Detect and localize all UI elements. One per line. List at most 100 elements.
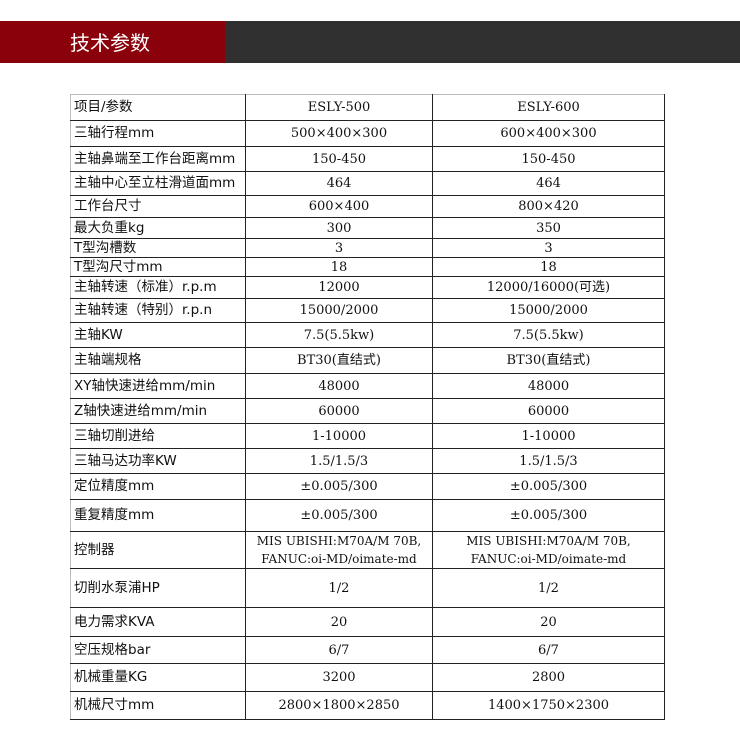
esly-500-cell: 15000/2000 bbox=[245, 298, 433, 323]
param-name-cell: 主轴转速（标准）r.p.m bbox=[70, 276, 246, 299]
param-name-cell: 切削水泵浦HP bbox=[70, 568, 246, 608]
table-row: 最大负重kg 300 350 bbox=[70, 217, 665, 239]
table-row: 定位精度mm ±0.005/300 ±0.005/300 bbox=[70, 473, 665, 500]
esly-500-cell: 500×400×300 bbox=[245, 120, 433, 147]
table-row: 电力需求KVA 20 20 bbox=[70, 607, 665, 637]
table-row: XY轴快速进给mm/min 48000 48000 bbox=[70, 373, 665, 399]
table-row: Z轴快速进给mm/min 60000 60000 bbox=[70, 398, 665, 424]
esly-500-cell: 60000 bbox=[245, 398, 433, 424]
esly-500-cell: 464 bbox=[245, 171, 433, 196]
esly-600-cell: 350 bbox=[432, 217, 665, 239]
header-title-block: 技术参数 bbox=[0, 21, 225, 63]
esly-600-cell: 1-10000 bbox=[432, 423, 665, 449]
esly-600-cell: ±0.005/300 bbox=[432, 499, 665, 532]
esly-500-cell: ±0.005/300 bbox=[245, 499, 433, 532]
param-name-cell: 三轴切削进给 bbox=[70, 423, 246, 449]
param-name-cell: T型沟槽数 bbox=[70, 238, 246, 258]
esly-500-cell: 1/2 bbox=[245, 568, 433, 608]
table-row: 主轴鼻端至工作台距离mm 150-450 150-450 bbox=[70, 146, 665, 172]
esly-600-cell: 600×400×300 bbox=[432, 120, 665, 147]
esly-600-cell: 6/7 bbox=[432, 636, 665, 664]
param-name-cell: 主轴KW bbox=[70, 322, 246, 348]
param-name-cell: 电力需求KVA bbox=[70, 607, 246, 637]
table-row: 主轴中心至立柱滑道面mm 464 464 bbox=[70, 171, 665, 196]
param-name-cell: 机械重量KG bbox=[70, 663, 246, 692]
esly-500-cell: 600×400 bbox=[245, 195, 433, 218]
esly-600-cell: 18 bbox=[432, 257, 665, 277]
esly-600-cell: BT30(直结式) bbox=[432, 347, 665, 374]
table-row: 机械尺寸mm 2800×1800×2850 1400×1750×2300 bbox=[70, 691, 665, 720]
esly-500-cell: ESLY-500 bbox=[245, 94, 433, 121]
table-row: T型沟槽数 3 3 bbox=[70, 238, 665, 258]
table-row: 工作台尺寸 600×400 800×420 bbox=[70, 195, 665, 218]
esly-500-cell: 7.5(5.5kw) bbox=[245, 322, 433, 348]
param-name-cell: 最大负重kg bbox=[70, 217, 246, 239]
param-name-cell: 三轴行程mm bbox=[70, 120, 246, 147]
table-row: 主轴转速（特别）r.p.n 15000/2000 15000/2000 bbox=[70, 298, 665, 323]
param-name-cell: 主轴端规格 bbox=[70, 347, 246, 374]
table-row: 重复精度mm ±0.005/300 ±0.005/300 bbox=[70, 499, 665, 532]
esly-600-cell: 20 bbox=[432, 607, 665, 637]
esly-500-cell: MIS UBISHI:M70A/M 70B, FANUC:oi-MD/oimate… bbox=[245, 531, 433, 569]
table-row: 主轴端规格 BT30(直结式) BT30(直结式) bbox=[70, 347, 665, 374]
esly-600-cell: 800×420 bbox=[432, 195, 665, 218]
esly-600-cell: 3 bbox=[432, 238, 665, 258]
esly-500-cell: 3 bbox=[245, 238, 433, 258]
param-name-cell: 重复精度mm bbox=[70, 499, 246, 532]
esly-600-cell: MIS UBISHI:M70A/M 70B, FANUC:oi-MD/oimate… bbox=[432, 531, 665, 569]
param-name-cell: Z轴快速进给mm/min bbox=[70, 398, 246, 424]
esly-500-cell: 1.5/1.5/3 bbox=[245, 448, 433, 474]
esly-500-cell: 150-450 bbox=[245, 146, 433, 172]
esly-500-cell: BT30(直结式) bbox=[245, 347, 433, 374]
table-row: 主轴KW 7.5(5.5kw) 7.5(5.5kw) bbox=[70, 322, 665, 348]
table-row: 三轴行程mm 500×400×300 600×400×300 bbox=[70, 120, 665, 147]
esly-600-cell: 1/2 bbox=[432, 568, 665, 608]
esly-600-cell: 2800 bbox=[432, 663, 665, 692]
esly-600-cell: 1400×1750×2300 bbox=[432, 691, 665, 720]
esly-500-cell: 20 bbox=[245, 607, 433, 637]
esly-500-cell: 2800×1800×2850 bbox=[245, 691, 433, 720]
esly-600-cell: 150-450 bbox=[432, 146, 665, 172]
table-row: 三轴马达功率KW 1.5/1.5/3 1.5/1.5/3 bbox=[70, 448, 665, 474]
table-row: 空压规格bar 6/7 6/7 bbox=[70, 636, 665, 664]
param-name-cell: 项目/参数 bbox=[70, 94, 246, 121]
esly-500-cell: 3200 bbox=[245, 663, 433, 692]
esly-500-cell: 18 bbox=[245, 257, 433, 277]
esly-600-cell: ±0.005/300 bbox=[432, 473, 665, 500]
header-bar: 技术参数 bbox=[0, 21, 740, 63]
param-name-cell: 三轴马达功率KW bbox=[70, 448, 246, 474]
table-header-row: 项目/参数 ESLY-500 ESLY-600 bbox=[70, 94, 665, 121]
table-row: 机械重量KG 3200 2800 bbox=[70, 663, 665, 692]
esly-500-cell: ±0.005/300 bbox=[245, 473, 433, 500]
table-row: 切削水泵浦HP 1/2 1/2 bbox=[70, 568, 665, 608]
esly-500-cell: 48000 bbox=[245, 373, 433, 399]
esly-600-cell: 7.5(5.5kw) bbox=[432, 322, 665, 348]
esly-500-cell: 300 bbox=[245, 217, 433, 239]
esly-600-cell: 15000/2000 bbox=[432, 298, 665, 323]
param-name-cell: 主轴中心至立柱滑道面mm bbox=[70, 171, 246, 196]
table-row: 主轴转速（标准）r.p.m 12000 12000/16000(可选) bbox=[70, 276, 665, 299]
param-name-cell: 定位精度mm bbox=[70, 473, 246, 500]
param-name-cell: 机械尺寸mm bbox=[70, 691, 246, 720]
param-name-cell: 控制器 bbox=[70, 531, 246, 569]
esly-600-cell: 60000 bbox=[432, 398, 665, 424]
param-name-cell: XY轴快速进给mm/min bbox=[70, 373, 246, 399]
esly-600-cell: 48000 bbox=[432, 373, 665, 399]
table-row: T型沟尺寸mm 18 18 bbox=[70, 257, 665, 277]
param-name-cell: 主轴鼻端至工作台距离mm bbox=[70, 146, 246, 172]
table-row: 控制器 MIS UBISHI:M70A/M 70B, FANUC:oi-MD/oim… bbox=[70, 531, 665, 569]
esly-500-cell: 1-10000 bbox=[245, 423, 433, 449]
page-title: 技术参数 bbox=[70, 31, 150, 55]
esly-600-cell: ESLY-600 bbox=[432, 94, 665, 121]
param-name-cell: 主轴转速（特别）r.p.n bbox=[70, 298, 246, 323]
spec-table: 项目/参数 ESLY-500 ESLY-600 三轴行程mm 500×400×300 60… bbox=[70, 94, 665, 720]
table-row: 三轴切削进给 1-10000 1-10000 bbox=[70, 423, 665, 449]
param-name-cell: T型沟尺寸mm bbox=[70, 257, 246, 277]
esly-600-cell: 1.5/1.5/3 bbox=[432, 448, 665, 474]
esly-600-cell: 12000/16000(可选) bbox=[432, 276, 665, 299]
esly-600-cell: 464 bbox=[432, 171, 665, 196]
esly-500-cell: 12000 bbox=[245, 276, 433, 299]
esly-500-cell: 6/7 bbox=[245, 636, 433, 664]
param-name-cell: 空压规格bar bbox=[70, 636, 246, 664]
param-name-cell: 工作台尺寸 bbox=[70, 195, 246, 218]
